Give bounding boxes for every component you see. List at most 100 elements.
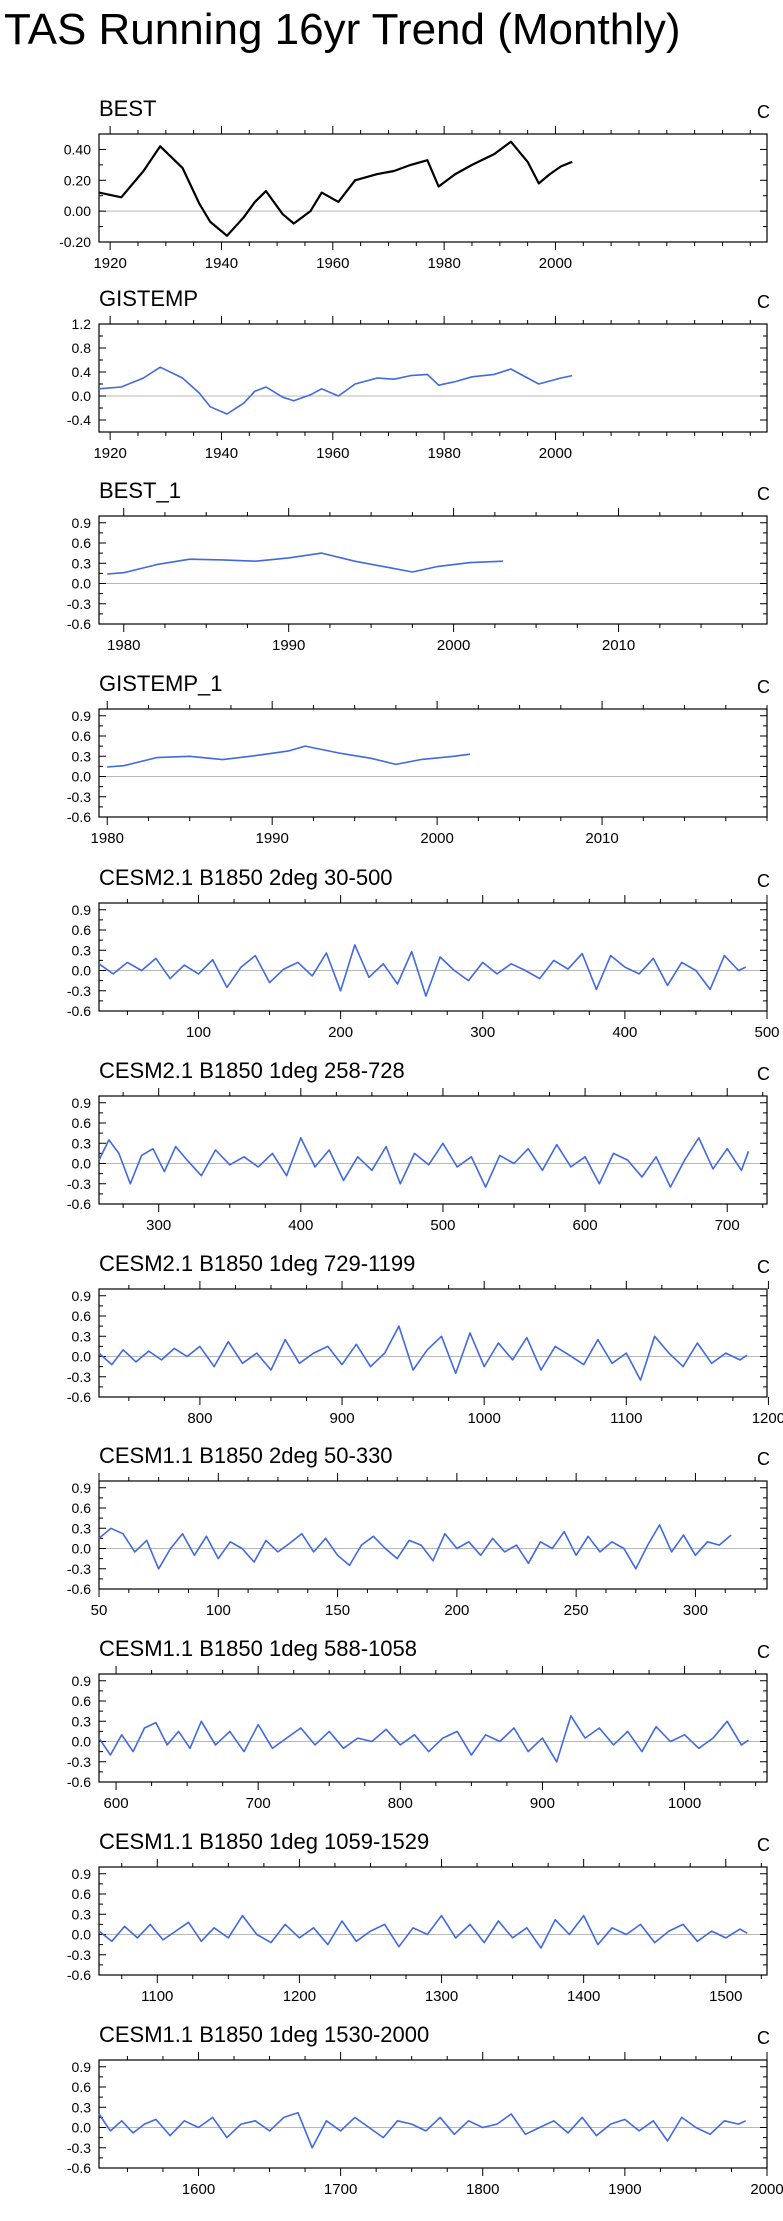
panel-7: CESM2.1 B1850 1deg 729-1199 C -0.6 -0.3 0.0 0… bbox=[67, 1251, 783, 1427]
x-tick-label: 2010 bbox=[602, 637, 635, 654]
x-tick-label: 900 bbox=[330, 1410, 355, 1427]
y-tick-label: 0.9 bbox=[72, 708, 92, 724]
plot-frame bbox=[98, 1673, 768, 1783]
panel-title: CESM2.1 B1850 1deg 258-728 bbox=[99, 1058, 405, 1083]
x-tick-label: 1400 bbox=[567, 1988, 600, 2005]
x-tick-label: 1920 bbox=[93, 255, 126, 272]
y-tick-label: -0.6 bbox=[67, 1774, 91, 1790]
y-tick-label: 1.2 bbox=[72, 316, 92, 332]
x-tick-label: 400 bbox=[612, 1024, 637, 1041]
y-tick-label: 0.20 bbox=[64, 172, 91, 188]
y-tick-label: -0.6 bbox=[67, 809, 91, 825]
y-tick-label: -0.3 bbox=[67, 1369, 91, 1385]
y-tick-label: -0.3 bbox=[67, 983, 91, 999]
unit-label: C bbox=[757, 1449, 770, 1469]
panel-6: CESM2.1 B1850 1deg 258-728 C -0.6 -0.3 0.0 0.… bbox=[67, 1058, 770, 1234]
y-tick-label: 0.0 bbox=[72, 1156, 92, 1172]
x-tick-label: 1100 bbox=[141, 1988, 173, 2005]
x-tick-label: 500 bbox=[754, 1024, 779, 1041]
y-tick-label: 0.6 bbox=[72, 728, 92, 744]
panel-1: BEST C -0.20 0.00 0.20 0.40 1920 1940 1960 1980 20… bbox=[59, 96, 770, 272]
y-tick-label: -0.6 bbox=[67, 1967, 91, 1983]
y-tick-label: 0.0 bbox=[72, 1734, 92, 1750]
y-tick-label: 0.3 bbox=[72, 1713, 92, 1729]
x-tick-label: 2000 bbox=[539, 255, 572, 272]
panel-title: GISTEMP_1 bbox=[99, 671, 222, 696]
y-tick-label: 0.9 bbox=[72, 1673, 92, 1689]
x-tick-label: 2000 bbox=[539, 445, 572, 462]
y-tick-label: -0.3 bbox=[67, 1561, 91, 1577]
y-tick-label: 0.4 bbox=[72, 364, 92, 380]
y-tick-label: 0.6 bbox=[72, 2079, 92, 2095]
y-tick-label: -0.6 bbox=[67, 616, 91, 632]
x-tick-label: 300 bbox=[470, 1024, 495, 1041]
series-line bbox=[98, 1137, 750, 1188]
x-tick-label: 1940 bbox=[205, 445, 238, 462]
y-tick-label: 0.8 bbox=[72, 340, 92, 356]
series-line bbox=[98, 366, 573, 415]
unit-label: C bbox=[757, 1257, 770, 1277]
plot-frame bbox=[98, 1288, 768, 1398]
x-tick-label: 900 bbox=[530, 1795, 555, 1812]
y-tick-label: 0.0 bbox=[72, 2120, 92, 2136]
y-tick-label: 0.0 bbox=[72, 963, 92, 979]
panel-title: GISTEMP bbox=[99, 286, 198, 311]
y-tick-label: 0.9 bbox=[72, 902, 92, 918]
x-tick-label: 300 bbox=[683, 1602, 708, 1619]
panel-2: GISTEMP C -0.4 0.0 0.4 0.8 1.2 1920 1940 1960 1980… bbox=[67, 286, 770, 462]
unit-label: C bbox=[757, 292, 770, 312]
y-tick-label: 0.6 bbox=[72, 922, 92, 938]
y-tick-label: 0.0 bbox=[72, 1349, 92, 1365]
y-tick-label: -0.6 bbox=[67, 1581, 91, 1597]
y-tick-label: -0.3 bbox=[67, 596, 91, 612]
x-tick-label: 2000 bbox=[750, 2181, 783, 2198]
plot-frame bbox=[98, 2059, 768, 2169]
y-tick-label: -0.3 bbox=[67, 1754, 91, 1770]
x-tick-label: 400 bbox=[288, 1217, 313, 1234]
plot-frame bbox=[98, 133, 768, 243]
y-tick-label: 0.9 bbox=[72, 1480, 92, 1496]
x-tick-label: 200 bbox=[444, 1602, 469, 1619]
x-tick-label: 1000 bbox=[668, 1795, 701, 1812]
panel-title: BEST bbox=[99, 96, 156, 121]
y-tick-label: 0.0 bbox=[72, 1927, 92, 1943]
series-line bbox=[107, 552, 504, 575]
x-tick-label: 1200 bbox=[283, 1988, 316, 2005]
x-tick-label: 1000 bbox=[467, 1410, 500, 1427]
unit-label: C bbox=[757, 677, 770, 697]
y-tick-label: 0.3 bbox=[72, 1135, 92, 1151]
x-tick-label: 1990 bbox=[272, 637, 305, 654]
plot-frame bbox=[98, 1095, 768, 1205]
x-tick-label: 700 bbox=[246, 1795, 271, 1812]
panel-8: CESM1.1 B1850 2deg 50-330 C -0.6 -0.3 0.0 0.3… bbox=[67, 1443, 770, 1619]
x-tick-label: 250 bbox=[564, 1602, 589, 1619]
x-tick-label: 800 bbox=[187, 1410, 212, 1427]
y-tick-label: 0.0 bbox=[72, 576, 92, 592]
x-tick-label: 1980 bbox=[107, 637, 140, 654]
panel-9: CESM1.1 B1850 1deg 588-1058 C -0.6 -0.3 0.0 0… bbox=[67, 1636, 770, 1812]
plot-frame bbox=[98, 708, 768, 818]
y-tick-label: 0.00 bbox=[64, 203, 91, 219]
y-tick-label: 0.3 bbox=[72, 1520, 92, 1536]
plot-frame bbox=[98, 515, 768, 625]
series-line bbox=[98, 944, 747, 997]
y-tick-label: 0.6 bbox=[72, 1308, 92, 1324]
x-tick-label: 2000 bbox=[420, 830, 453, 847]
y-tick-label: -0.6 bbox=[67, 1389, 91, 1405]
y-tick-label: 0.9 bbox=[72, 2059, 92, 2075]
panel-title: CESM2.1 B1850 1deg 729-1199 bbox=[99, 1251, 415, 1276]
unit-label: C bbox=[757, 1064, 770, 1084]
x-tick-label: 700 bbox=[715, 1217, 740, 1234]
x-tick-label: 100 bbox=[186, 1024, 211, 1041]
unit-label: C bbox=[757, 102, 770, 122]
x-tick-label: 800 bbox=[388, 1795, 413, 1812]
series-line bbox=[98, 140, 573, 237]
panel-11: CESM1.1 B1850 1deg 1530-2000 C -0.6 -0.3 0.0… bbox=[67, 2022, 783, 2198]
unit-label: C bbox=[757, 1642, 770, 1662]
plot-frame bbox=[98, 1480, 768, 1590]
y-tick-label: 0.0 bbox=[72, 388, 92, 404]
x-tick-label: 1600 bbox=[182, 2181, 215, 2198]
y-tick-label: 0.0 bbox=[72, 1541, 92, 1557]
y-tick-label: -0.20 bbox=[59, 234, 91, 250]
panel-title: CESM1.1 B1850 1deg 588-1058 bbox=[99, 1636, 417, 1661]
